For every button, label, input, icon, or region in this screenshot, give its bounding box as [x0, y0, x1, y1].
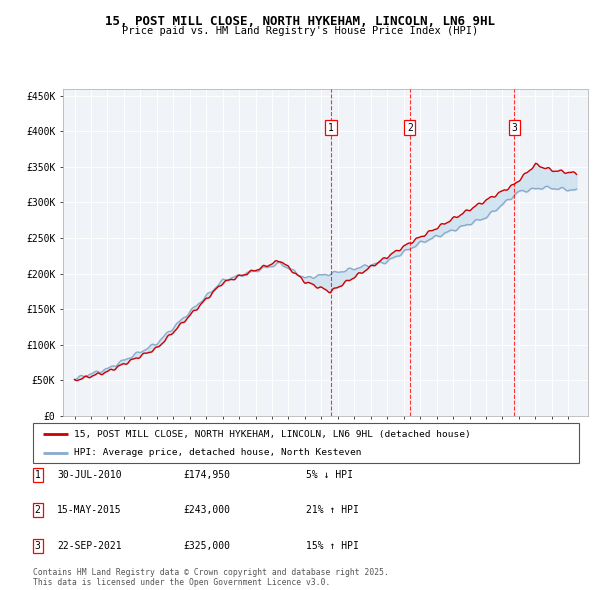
Text: £174,950: £174,950 — [183, 470, 230, 480]
Text: 15, POST MILL CLOSE, NORTH HYKEHAM, LINCOLN, LN6 9HL: 15, POST MILL CLOSE, NORTH HYKEHAM, LINC… — [105, 15, 495, 28]
Text: 1: 1 — [35, 470, 41, 480]
Text: £243,000: £243,000 — [183, 506, 230, 515]
Text: 15, POST MILL CLOSE, NORTH HYKEHAM, LINCOLN, LN6 9HL (detached house): 15, POST MILL CLOSE, NORTH HYKEHAM, LINC… — [74, 430, 471, 439]
Text: 3: 3 — [511, 123, 517, 133]
Text: £325,000: £325,000 — [183, 541, 230, 550]
Text: HPI: Average price, detached house, North Kesteven: HPI: Average price, detached house, Nort… — [74, 448, 361, 457]
Text: 2: 2 — [35, 506, 41, 515]
Text: 3: 3 — [35, 541, 41, 550]
Text: Contains HM Land Registry data © Crown copyright and database right 2025.
This d: Contains HM Land Registry data © Crown c… — [33, 568, 389, 587]
Text: 2: 2 — [407, 123, 413, 133]
Text: 21% ↑ HPI: 21% ↑ HPI — [306, 506, 359, 515]
Text: 15% ↑ HPI: 15% ↑ HPI — [306, 541, 359, 550]
Text: 30-JUL-2010: 30-JUL-2010 — [57, 470, 122, 480]
Text: 5% ↓ HPI: 5% ↓ HPI — [306, 470, 353, 480]
Text: 22-SEP-2021: 22-SEP-2021 — [57, 541, 122, 550]
Text: 1: 1 — [328, 123, 334, 133]
Text: Price paid vs. HM Land Registry's House Price Index (HPI): Price paid vs. HM Land Registry's House … — [122, 26, 478, 36]
Text: 15-MAY-2015: 15-MAY-2015 — [57, 506, 122, 515]
